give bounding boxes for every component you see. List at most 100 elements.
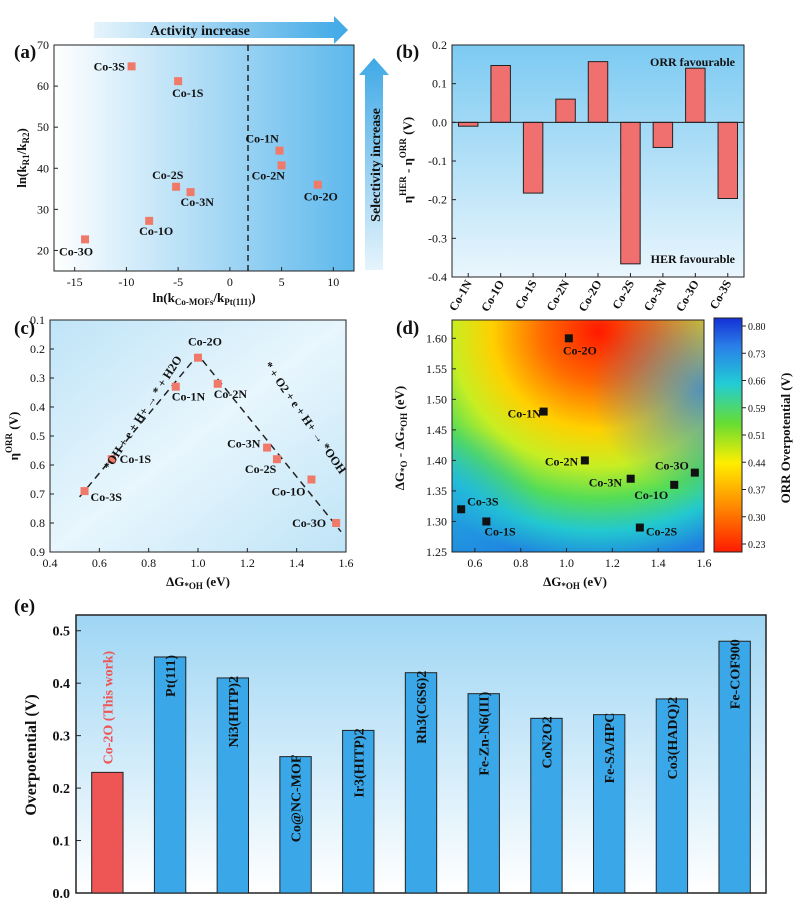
panel-a: Activity increase Selectivity increase (… (14, 16, 389, 307)
bar (555, 98, 576, 123)
x-tick-label: 1.2 (605, 556, 620, 570)
y-tick-label: 1.25 (426, 545, 447, 559)
y-tick-label: -0.4 (428, 270, 447, 284)
heatmap-point (670, 480, 679, 489)
point-label: Co-1O (271, 485, 305, 499)
x-tick-label: 0.8 (513, 556, 528, 570)
y-tick-label: 0.5 (30, 429, 45, 443)
panel-e: (e) 0.0 0.1 0.2 0.3 0.4 0.5 Co-2O (This work)… (14, 596, 767, 902)
colorbar-tick-label: 0.66 (748, 377, 766, 388)
panel-e-label: (e) (14, 596, 35, 617)
y-tick-label: 0.0 (432, 115, 447, 129)
colorbar-tick-label: 0.73 (748, 349, 766, 360)
x-tick-label: 10 (327, 275, 339, 289)
point-label: Co-1S (172, 86, 204, 100)
x-tick-label: Co-3N (641, 277, 670, 313)
scatter-point (145, 216, 154, 225)
x-tick-label: 0.6 (92, 556, 107, 570)
point-label: Co-3N (227, 437, 261, 451)
point-label: Co-2O (563, 343, 597, 357)
scatter-point (172, 182, 181, 191)
bar (467, 693, 500, 894)
bar (404, 672, 438, 894)
point-label: Co-3N (589, 476, 623, 490)
selectivity-arrow (359, 58, 389, 270)
scatter-point (313, 180, 322, 189)
y-tick-label: 60 (37, 79, 49, 93)
x-tick-label: 0.8 (141, 556, 156, 570)
panel-c-xlabel: ΔG*OH (eV) (166, 574, 230, 591)
y-tick-label: 0.6 (30, 458, 45, 472)
bar (490, 64, 511, 123)
y-tick-label: 1.50 (426, 392, 447, 406)
x-tick-label: -10 (118, 275, 134, 289)
x-tick-label: 1.0 (559, 556, 574, 570)
y-tick-label: 0.0 (53, 887, 71, 902)
x-tick-label: 0 (227, 275, 233, 289)
point-label: Co-1O (139, 224, 173, 238)
heatmap-point (482, 517, 491, 526)
panel-a-ylabel: ln(kR1/kR2) (14, 128, 31, 188)
scatter-point (307, 475, 316, 484)
y-tick-label: 0.9 (30, 545, 45, 559)
bar (717, 121, 739, 200)
panel-a-label: (a) (14, 42, 36, 63)
heatmap-point (635, 523, 644, 532)
selectivity-arrow-label: Selectivity increase (369, 108, 384, 222)
point-label: Co-2N (545, 454, 579, 468)
y-tick-label: 0.4 (30, 400, 45, 414)
bar-label: Fe-Zn-N6(III) (478, 691, 493, 775)
panel-d-ylabel: ΔG*O - ΔG*OH (eV) (392, 386, 409, 490)
colorbar-tick-label: 0.23 (748, 540, 766, 551)
bar (216, 677, 250, 894)
bar-label: Ir3(HITP)2 (352, 728, 367, 797)
point-label: Co-3N (181, 195, 215, 209)
scatter-point (107, 455, 116, 464)
x-tick-label: Co-1N (446, 277, 475, 313)
y-tick-label: 0.8 (30, 516, 45, 530)
point-label: Co-2N (252, 168, 286, 182)
heatmap-point (580, 456, 589, 465)
scatter-point (277, 161, 286, 170)
point-label: Co-1S (120, 452, 152, 466)
heatmap-point (564, 334, 573, 343)
point-label: Co-3O (292, 516, 326, 530)
scatter-point (127, 62, 136, 71)
colorbar-tick-label: 0.80 (748, 322, 766, 333)
y-tick-label: 1.55 (426, 362, 447, 376)
y-tick-label: 40 (37, 161, 49, 175)
y-tick-label: 1.60 (426, 331, 447, 345)
x-tick-label: 0.6 (467, 556, 482, 570)
point-label: Co-2S (245, 462, 277, 476)
colorbar-tick-label: 0.37 (748, 486, 766, 497)
x-tick-label: Co-1O (478, 278, 507, 314)
scatter-point (186, 188, 195, 197)
bar (685, 67, 706, 123)
x-tick-label: -15 (67, 275, 83, 289)
y-tick-label: 50 (37, 120, 49, 134)
scatter-point (171, 382, 180, 391)
heatmap-point (690, 468, 699, 477)
bar-label: Ni3(HITP)2 (227, 676, 242, 748)
scatter-point (80, 487, 89, 496)
scatter-point (213, 379, 222, 388)
activity-arrow-label: Activity increase (150, 24, 250, 39)
scatter-point (194, 353, 202, 362)
bar (153, 656, 187, 894)
heatmap-point (539, 407, 548, 416)
y-tick-label: 0.2 (432, 38, 447, 52)
scatter-point (332, 519, 341, 527)
point-label: Co-1N (508, 407, 542, 421)
bar-label: Pt(111) (164, 655, 179, 697)
x-tick-label: -5 (173, 275, 183, 289)
heatmap-overlay-left (452, 320, 704, 552)
bar (279, 756, 312, 894)
point-label: Co-1N (246, 132, 280, 146)
scatter-point (263, 443, 272, 452)
panel-e-ylabel: Overpotential (V) (23, 694, 40, 815)
x-tick-label: 0.4 (43, 556, 58, 570)
colorbar-tick-label: 0.44 (748, 458, 766, 469)
y-tick-label: 30 (37, 202, 49, 216)
y-tick-label: -0.2 (428, 193, 447, 207)
colorbar-tick-label: 0.51 (748, 431, 766, 442)
